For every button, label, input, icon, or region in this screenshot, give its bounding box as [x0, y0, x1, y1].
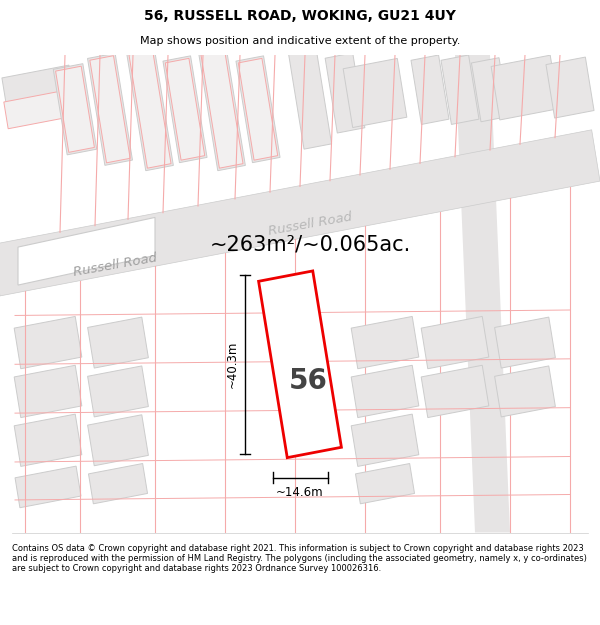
Text: ~40.3m: ~40.3m	[226, 341, 239, 388]
Polygon shape	[4, 90, 72, 129]
Polygon shape	[238, 58, 278, 160]
Text: ~263m²/~0.065ac.: ~263m²/~0.065ac.	[209, 235, 410, 255]
Polygon shape	[90, 56, 130, 163]
Text: Map shows position and indicative extent of the property.: Map shows position and indicative extent…	[140, 36, 460, 46]
Polygon shape	[472, 58, 509, 122]
Polygon shape	[494, 366, 556, 417]
Polygon shape	[351, 365, 419, 418]
Polygon shape	[0, 130, 600, 296]
Polygon shape	[14, 365, 82, 418]
Text: 56: 56	[289, 367, 328, 394]
Polygon shape	[14, 414, 82, 466]
Polygon shape	[259, 271, 341, 458]
Polygon shape	[14, 316, 82, 369]
Polygon shape	[2, 65, 74, 110]
Polygon shape	[343, 58, 407, 127]
Polygon shape	[441, 55, 479, 124]
Polygon shape	[236, 56, 280, 162]
Polygon shape	[88, 415, 148, 466]
Polygon shape	[325, 53, 365, 133]
Polygon shape	[53, 64, 97, 155]
Text: Russell Road: Russell Road	[267, 211, 353, 238]
Polygon shape	[127, 48, 173, 171]
Polygon shape	[88, 366, 148, 417]
Polygon shape	[88, 464, 148, 504]
Text: 56, RUSSELL ROAD, WOKING, GU21 4UY: 56, RUSSELL ROAD, WOKING, GU21 4UY	[144, 9, 456, 24]
Polygon shape	[421, 365, 489, 418]
Polygon shape	[199, 48, 245, 171]
Polygon shape	[455, 55, 510, 532]
Polygon shape	[88, 53, 133, 166]
Text: Contains OS data © Crown copyright and database right 2021. This information is : Contains OS data © Crown copyright and d…	[12, 544, 587, 573]
Text: Russell Road: Russell Road	[72, 252, 158, 279]
Polygon shape	[88, 317, 148, 368]
Polygon shape	[491, 55, 559, 120]
Polygon shape	[129, 51, 171, 168]
Polygon shape	[494, 317, 556, 368]
Polygon shape	[18, 217, 155, 285]
Polygon shape	[351, 414, 419, 466]
Polygon shape	[56, 66, 94, 152]
Polygon shape	[421, 316, 489, 369]
Polygon shape	[411, 55, 449, 124]
Polygon shape	[546, 57, 594, 118]
Text: ~14.6m: ~14.6m	[276, 486, 324, 499]
Polygon shape	[165, 58, 205, 160]
Polygon shape	[351, 316, 419, 369]
Polygon shape	[289, 48, 332, 149]
Polygon shape	[163, 56, 207, 162]
Polygon shape	[15, 466, 81, 508]
Polygon shape	[201, 51, 243, 168]
Polygon shape	[355, 464, 415, 504]
